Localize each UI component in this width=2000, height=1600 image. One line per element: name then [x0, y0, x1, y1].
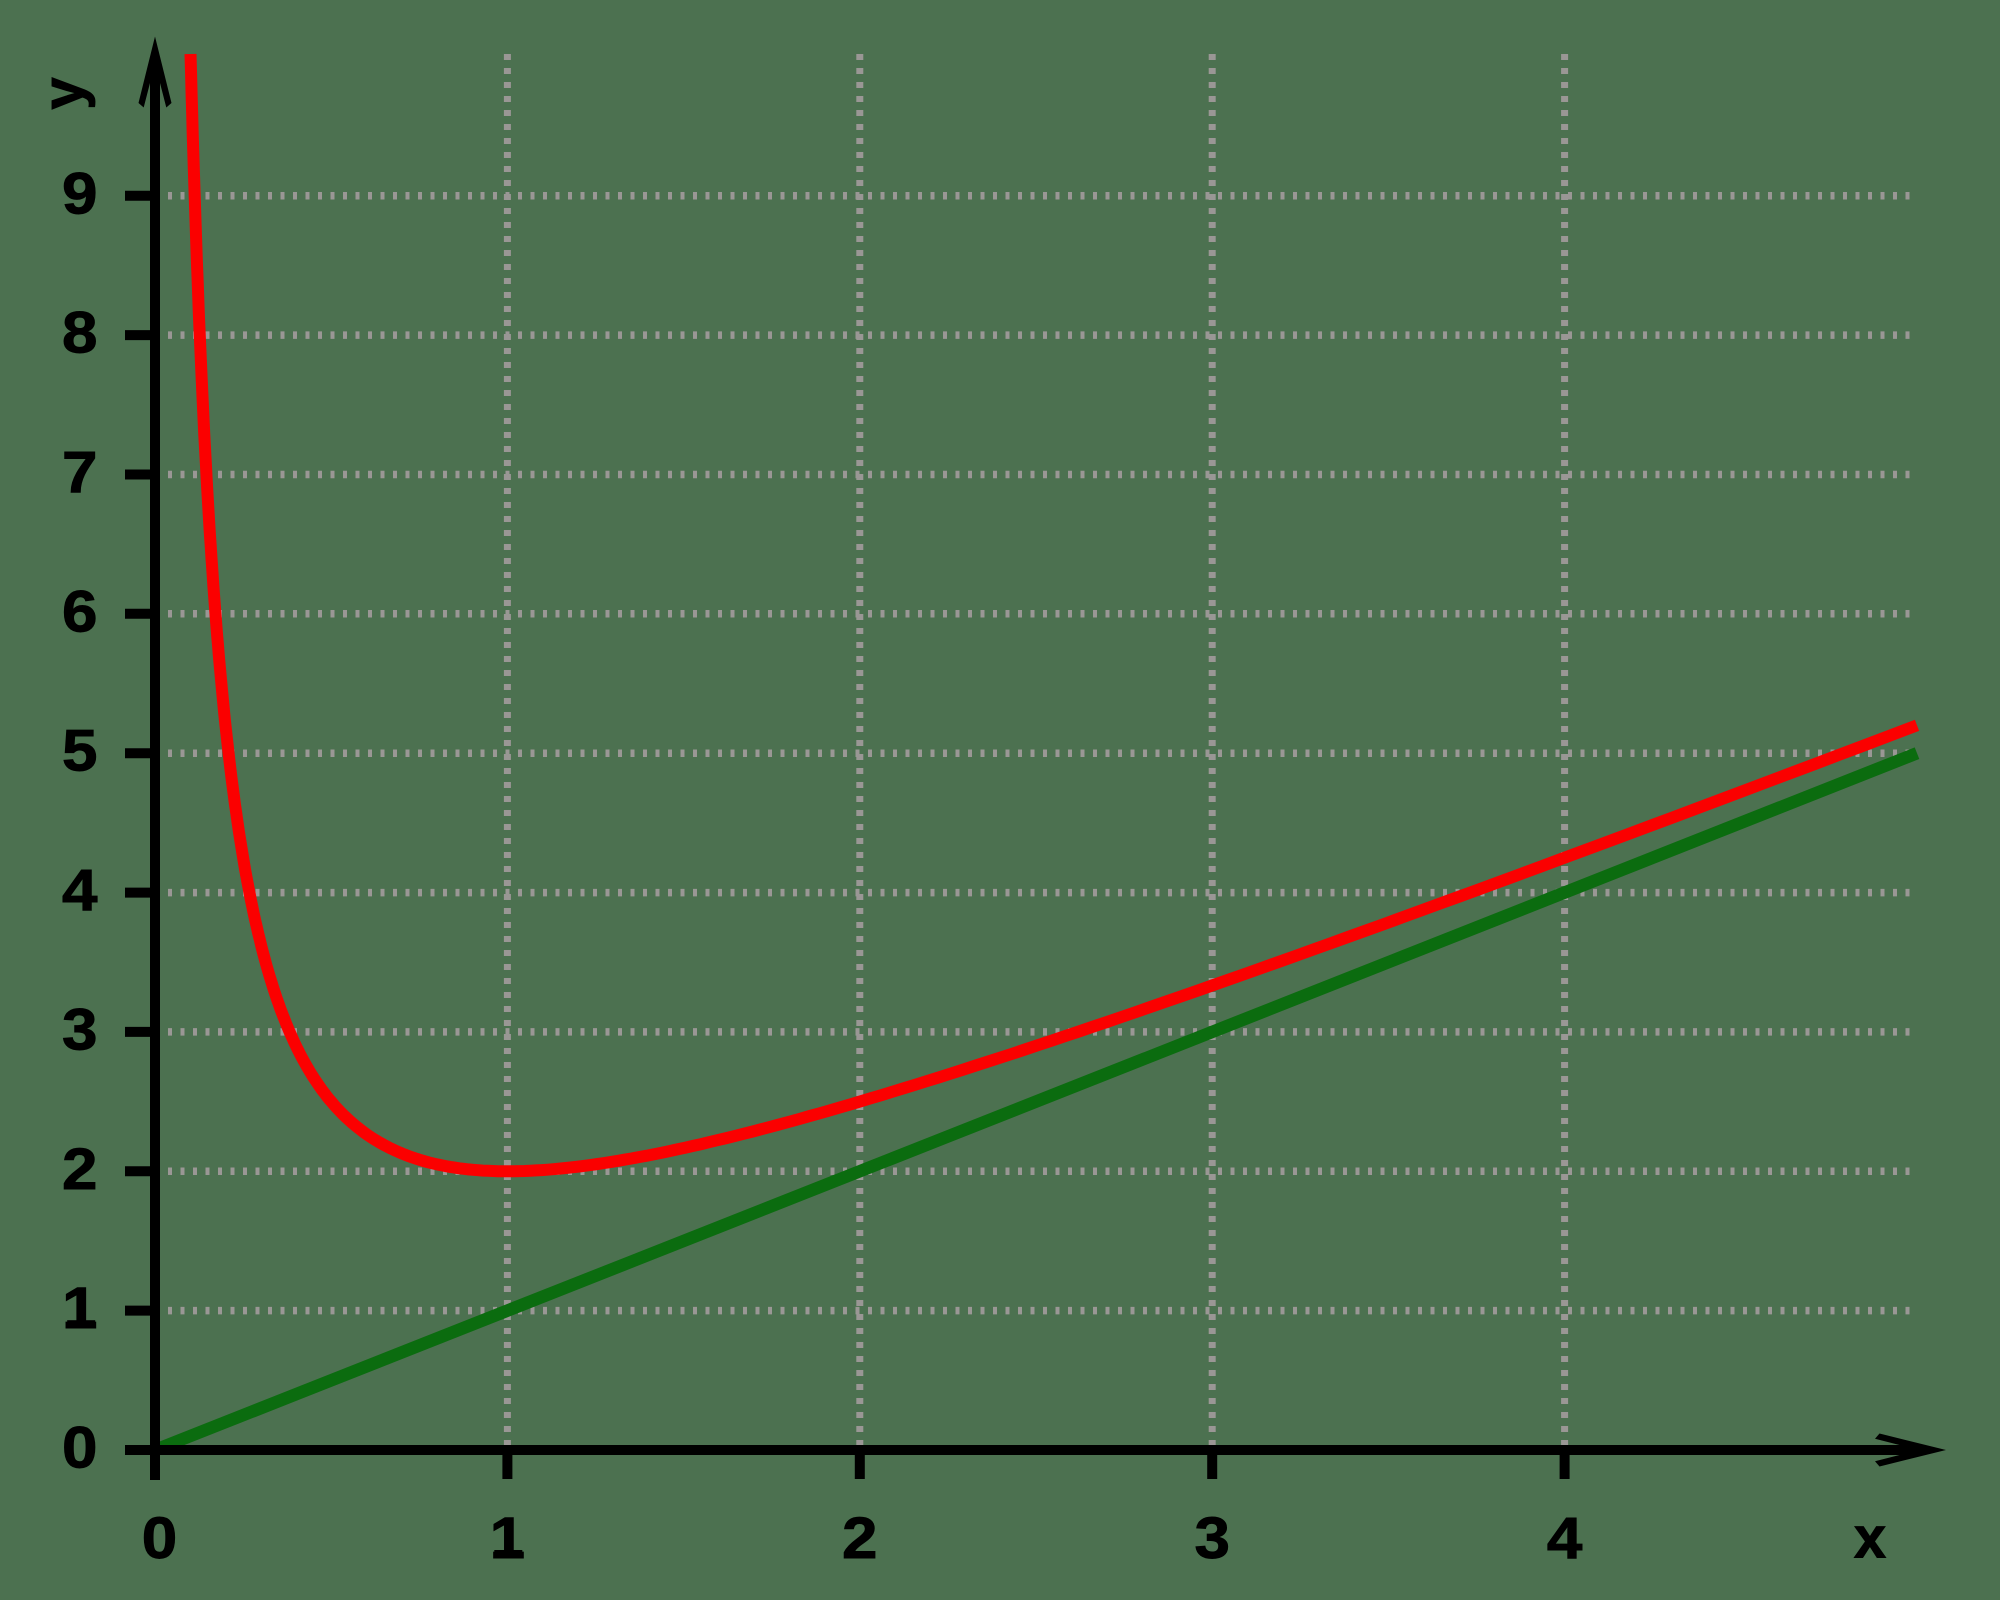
svg-text:9: 9 — [62, 161, 97, 226]
svg-text:x: x — [1854, 1506, 1886, 1571]
svg-text:1: 1 — [490, 1506, 525, 1571]
svg-text:1: 1 — [62, 1276, 97, 1341]
svg-text:0: 0 — [142, 1506, 177, 1571]
svg-text:4: 4 — [62, 858, 98, 923]
svg-text:5: 5 — [62, 718, 97, 783]
svg-text:3: 3 — [62, 997, 97, 1062]
svg-text:3: 3 — [1194, 1506, 1229, 1571]
svg-text:y: y — [31, 77, 96, 109]
svg-text:7: 7 — [62, 440, 97, 505]
svg-text:4: 4 — [1547, 1506, 1583, 1571]
svg-text:2: 2 — [842, 1506, 877, 1571]
svg-text:2: 2 — [62, 1136, 97, 1201]
svg-text:0: 0 — [62, 1415, 97, 1480]
svg-text:8: 8 — [62, 300, 97, 365]
svg-text:6: 6 — [62, 579, 97, 644]
